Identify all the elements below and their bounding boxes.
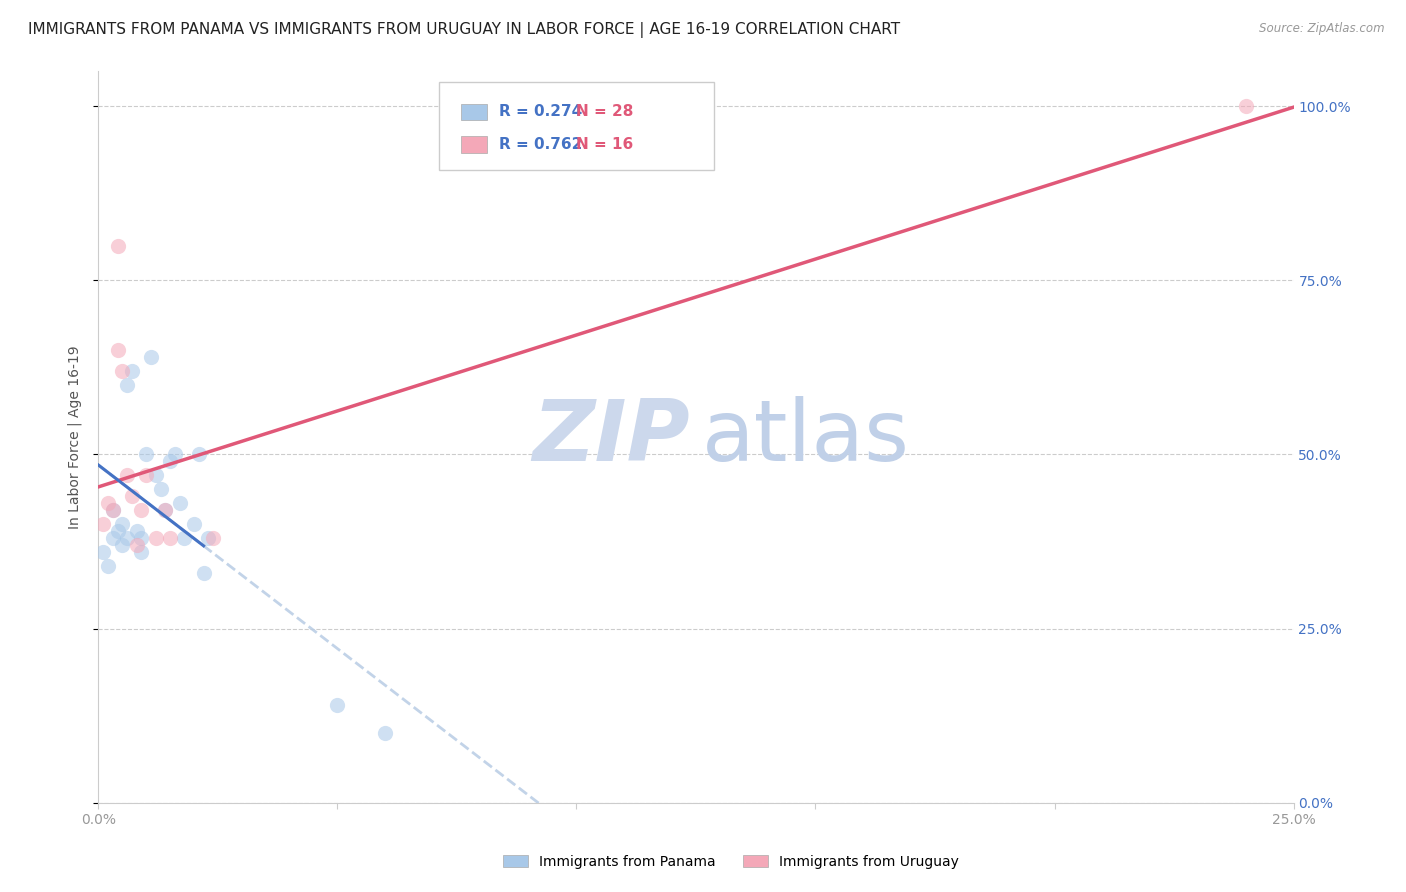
FancyBboxPatch shape <box>439 82 714 170</box>
Point <box>111 364 134 378</box>
Point <box>155 503 177 517</box>
Point <box>159 454 181 468</box>
Text: R = 0.762: R = 0.762 <box>499 137 582 152</box>
Point <box>159 531 181 545</box>
Point <box>97 496 120 510</box>
Point <box>125 538 148 552</box>
Point <box>135 468 157 483</box>
Text: ZIP: ZIP <box>533 395 690 479</box>
Point <box>107 238 129 252</box>
Point <box>91 545 114 559</box>
Point <box>173 531 195 545</box>
Point <box>187 448 209 462</box>
Point <box>197 531 219 545</box>
Point <box>107 343 129 357</box>
Legend: Immigrants from Panama, Immigrants from Uruguay: Immigrants from Panama, Immigrants from … <box>498 849 965 874</box>
Point <box>183 517 205 532</box>
Point <box>107 524 129 538</box>
Point <box>193 566 215 580</box>
FancyBboxPatch shape <box>461 136 486 153</box>
Point <box>111 538 134 552</box>
Point <box>131 545 153 559</box>
Point <box>121 489 143 503</box>
Point <box>149 483 172 497</box>
Point <box>169 496 191 510</box>
Point <box>101 531 124 545</box>
Point <box>202 531 225 545</box>
Point <box>139 350 162 364</box>
Point <box>115 531 138 545</box>
Point <box>115 468 138 483</box>
Point <box>374 726 396 740</box>
Point <box>125 524 148 538</box>
Point <box>155 503 177 517</box>
Text: N = 28: N = 28 <box>576 104 634 120</box>
Y-axis label: In Labor Force | Age 16-19: In Labor Force | Age 16-19 <box>67 345 83 529</box>
Text: atlas: atlas <box>702 395 910 479</box>
Point <box>91 517 114 532</box>
Point <box>163 448 186 462</box>
Point <box>145 468 167 483</box>
Point <box>101 503 124 517</box>
Point <box>326 698 349 713</box>
Text: Source: ZipAtlas.com: Source: ZipAtlas.com <box>1260 22 1385 36</box>
Point <box>121 364 143 378</box>
Point <box>97 558 120 573</box>
Point <box>101 503 124 517</box>
FancyBboxPatch shape <box>461 103 486 120</box>
Point <box>115 377 138 392</box>
Point <box>135 448 157 462</box>
Point <box>111 517 134 532</box>
Text: IMMIGRANTS FROM PANAMA VS IMMIGRANTS FROM URUGUAY IN LABOR FORCE | AGE 16-19 COR: IMMIGRANTS FROM PANAMA VS IMMIGRANTS FRO… <box>28 22 900 38</box>
Point <box>1234 99 1257 113</box>
Point <box>131 503 153 517</box>
Text: R = 0.274: R = 0.274 <box>499 104 582 120</box>
Point <box>131 531 153 545</box>
Point <box>145 531 167 545</box>
Text: N = 16: N = 16 <box>576 137 634 152</box>
